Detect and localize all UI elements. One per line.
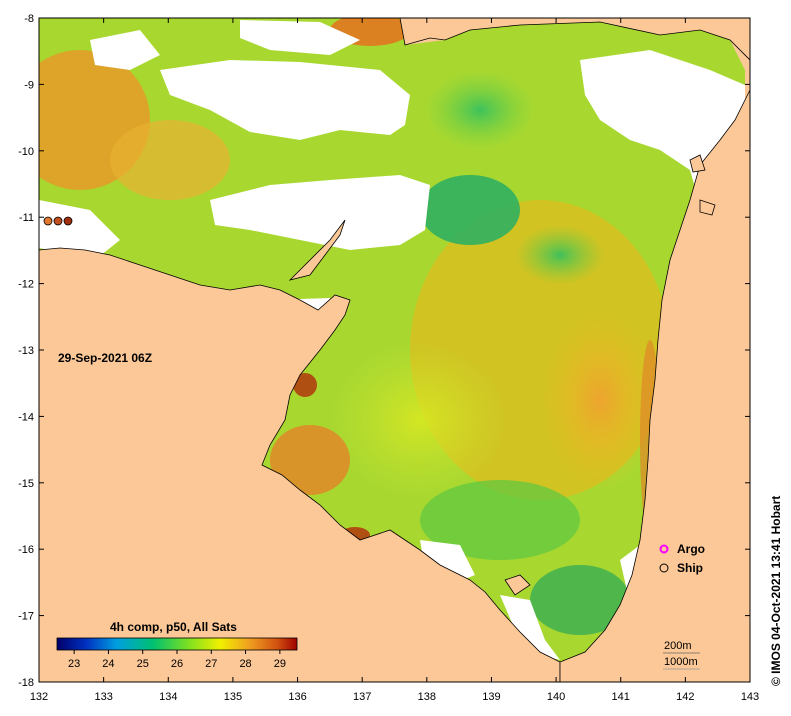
sst-southeast-gulf <box>530 565 630 635</box>
lat-tick-label: -14 <box>18 411 34 423</box>
cloud-8 <box>500 595 560 660</box>
depth-1000-label: 1000m <box>664 656 698 668</box>
cloud-9 <box>620 545 640 595</box>
lat-tick-label: -13 <box>18 345 34 357</box>
cloud-6 <box>90 30 160 70</box>
cloud-2 <box>210 175 430 250</box>
sst-warm-southwest <box>270 425 350 495</box>
sst-warm-w <box>110 120 230 200</box>
plot-area <box>39 18 750 682</box>
latitude-axis: -8 -9 -10 -11 -12 -13 -14 -15 -16 -17 -18 <box>18 13 750 689</box>
lon-tick-label: 142 <box>676 691 694 703</box>
timestamp-label: 29-Sep-2021 06Z <box>58 351 152 365</box>
lon-tick-label: 134 <box>159 691 177 703</box>
land-island-northwest <box>288 219 346 281</box>
sst-west-gulf <box>330 340 510 500</box>
colorbar-ticks: 23 24 25 26 27 28 29 <box>68 650 286 670</box>
cloud-4 <box>240 20 360 55</box>
ship-marker-icon <box>659 563 669 573</box>
lat-tick-label: -8 <box>24 13 34 25</box>
lat-tick-label: -10 <box>18 146 34 158</box>
colorbar-gradient <box>56 637 298 651</box>
land-arnhem-north <box>39 247 561 682</box>
sst-warm-east <box>540 310 660 490</box>
lon-tick-label: 141 <box>612 691 630 703</box>
lat-tick-label: -16 <box>18 544 34 556</box>
land-islands-northeast <box>689 154 716 216</box>
lon-tick-label: 137 <box>353 691 371 703</box>
colorbar-tick-label: 26 <box>171 658 183 670</box>
colorbar-tick-label: 24 <box>102 658 114 670</box>
argo-marker-icon <box>659 544 669 554</box>
coastal-marker-3 <box>63 216 73 226</box>
colorbar-tick-label: 28 <box>239 658 251 670</box>
lon-tick-label: 135 <box>224 691 242 703</box>
lon-tick-label: 136 <box>288 691 306 703</box>
lon-tick-label: 140 <box>547 691 565 703</box>
cloud-5 <box>39 200 120 260</box>
lat-tick-label: -17 <box>18 611 34 623</box>
cloud-1 <box>160 60 410 140</box>
ship-label: Ship <box>677 561 703 575</box>
sst-cool-north <box>420 175 520 245</box>
legend: Argo Ship <box>659 542 705 575</box>
sst-south-gulf <box>420 480 580 560</box>
colorbar-tick-label: 29 <box>274 658 286 670</box>
lon-tick-label: 132 <box>30 691 48 703</box>
colorbar-tick-label: 25 <box>137 658 149 670</box>
coastal-marker-2 <box>53 216 63 226</box>
sst-cool-northeast <box>515 225 605 285</box>
lon-tick-label: 138 <box>418 691 436 703</box>
lat-tick-label: -11 <box>19 212 34 224</box>
lon-tick-label: 139 <box>482 691 500 703</box>
colorbar-tick-label: 23 <box>68 658 80 670</box>
longitude-axis: 132 133 134 135 136 137 138 139 140 141 142 143 <box>30 18 759 703</box>
sst-cool-arafura <box>425 70 535 150</box>
lon-tick-label: 143 <box>741 691 759 703</box>
colorbar: 4h comp, p50, All Sats 23 24 25 26 27 28 29 <box>56 620 298 670</box>
lat-tick-label: -15 <box>18 478 34 490</box>
land-new-guinea <box>399 18 750 61</box>
depth-scale: 200m 1000m <box>663 640 700 670</box>
coastal-marker-1 <box>43 216 53 226</box>
land-cape-york <box>559 89 750 682</box>
lat-tick-label: -18 <box>18 677 34 689</box>
credit-label: © IMOS 04-Oct-2021 13:41 Hobart <box>769 496 783 686</box>
lat-tick-label: -12 <box>18 279 34 291</box>
depth-200-label: 200m <box>664 640 692 652</box>
colorbar-title: 4h comp, p50, All Sats <box>110 620 237 634</box>
lat-tick-label: -9 <box>24 79 34 91</box>
sst-hot-bay <box>293 373 317 397</box>
lon-tick-label: 133 <box>94 691 112 703</box>
colorbar-tick-label: 27 <box>205 658 217 670</box>
land-island-south <box>504 574 531 596</box>
argo-label: Argo <box>677 542 705 556</box>
